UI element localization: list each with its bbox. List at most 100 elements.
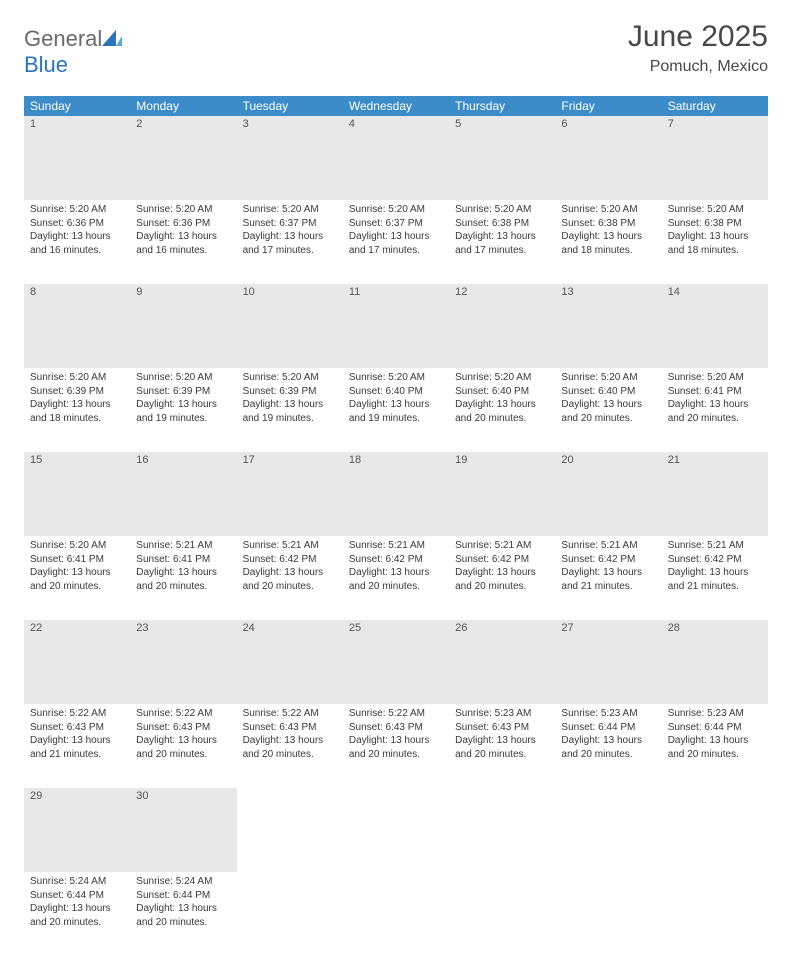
day-number: 3 bbox=[237, 116, 343, 132]
daylight-text-2: and 18 minutes. bbox=[30, 412, 124, 426]
day-number-cell: 27 bbox=[555, 620, 661, 704]
daylight-text-1: Daylight: 13 hours bbox=[30, 230, 124, 244]
day-content-cell: Sunrise: 5:20 AMSunset: 6:36 PMDaylight:… bbox=[130, 200, 236, 284]
day-content-cell: Sunrise: 5:20 AMSunset: 6:37 PMDaylight:… bbox=[237, 200, 343, 284]
daylight-text-2: and 20 minutes. bbox=[136, 748, 230, 762]
logo-mark-icon bbox=[102, 30, 122, 46]
sunset-text: Sunset: 6:37 PM bbox=[349, 217, 443, 231]
daylight-text-1: Daylight: 13 hours bbox=[243, 398, 337, 412]
day-number-cell: 10 bbox=[237, 284, 343, 368]
day-content-cell: Sunrise: 5:21 AMSunset: 6:42 PMDaylight:… bbox=[237, 536, 343, 620]
day-cell: Sunrise: 5:20 AMSunset: 6:38 PMDaylight:… bbox=[555, 200, 661, 265]
sunset-text: Sunset: 6:38 PM bbox=[668, 217, 762, 231]
month-title: June 2025 bbox=[628, 20, 768, 54]
sunrise-text: Sunrise: 5:20 AM bbox=[349, 371, 443, 385]
sunset-text: Sunset: 6:39 PM bbox=[136, 385, 230, 399]
day-number-cell: 24 bbox=[237, 620, 343, 704]
sunrise-text: Sunrise: 5:20 AM bbox=[30, 203, 124, 217]
day-content-cell: Sunrise: 5:20 AMSunset: 6:40 PMDaylight:… bbox=[343, 368, 449, 452]
day-number: 26 bbox=[449, 620, 555, 636]
day-content-cell: Sunrise: 5:23 AMSunset: 6:43 PMDaylight:… bbox=[449, 704, 555, 788]
sunset-text: Sunset: 6:40 PM bbox=[561, 385, 655, 399]
day-cell: Sunrise: 5:20 AMSunset: 6:37 PMDaylight:… bbox=[237, 200, 343, 265]
sunrise-text: Sunrise: 5:21 AM bbox=[561, 539, 655, 553]
day-cell: Sunrise: 5:21 AMSunset: 6:41 PMDaylight:… bbox=[130, 536, 236, 601]
sunset-text: Sunset: 6:43 PM bbox=[30, 721, 124, 735]
sunrise-text: Sunrise: 5:24 AM bbox=[136, 875, 230, 889]
daylight-text-2: and 20 minutes. bbox=[136, 916, 230, 930]
calendar-body: 1234567Sunrise: 5:20 AMSunset: 6:36 PMDa… bbox=[24, 116, 768, 956]
day-number: 28 bbox=[662, 620, 768, 636]
day-content-cell bbox=[555, 872, 661, 956]
day-number: 13 bbox=[555, 284, 661, 300]
day-content-cell bbox=[662, 872, 768, 956]
day-cell: Sunrise: 5:20 AMSunset: 6:40 PMDaylight:… bbox=[449, 368, 555, 433]
day-number: 20 bbox=[555, 452, 661, 468]
sunrise-text: Sunrise: 5:23 AM bbox=[561, 707, 655, 721]
sunrise-text: Sunrise: 5:22 AM bbox=[30, 707, 124, 721]
sunrise-text: Sunrise: 5:20 AM bbox=[561, 203, 655, 217]
day-content-cell: Sunrise: 5:23 AMSunset: 6:44 PMDaylight:… bbox=[555, 704, 661, 788]
day-content-cell: Sunrise: 5:20 AMSunset: 6:38 PMDaylight:… bbox=[449, 200, 555, 284]
daylight-text-1: Daylight: 13 hours bbox=[668, 230, 762, 244]
daylight-text-1: Daylight: 13 hours bbox=[349, 230, 443, 244]
day-number-cell bbox=[662, 788, 768, 872]
daylight-text-2: and 17 minutes. bbox=[455, 244, 549, 258]
weekday-header: Tuesday bbox=[237, 96, 343, 116]
day-cell: Sunrise: 5:20 AMSunset: 6:38 PMDaylight:… bbox=[449, 200, 555, 265]
sunset-text: Sunset: 6:40 PM bbox=[455, 385, 549, 399]
daylight-text-1: Daylight: 13 hours bbox=[243, 230, 337, 244]
logo-word-general: General bbox=[24, 26, 102, 51]
daylight-text-2: and 20 minutes. bbox=[349, 748, 443, 762]
day-cell: Sunrise: 5:20 AMSunset: 6:38 PMDaylight:… bbox=[662, 200, 768, 265]
day-number: 22 bbox=[24, 620, 130, 636]
sunset-text: Sunset: 6:43 PM bbox=[349, 721, 443, 735]
daylight-text-2: and 17 minutes. bbox=[349, 244, 443, 258]
day-content-cell: Sunrise: 5:21 AMSunset: 6:42 PMDaylight:… bbox=[555, 536, 661, 620]
day-content-cell bbox=[237, 872, 343, 956]
sunset-text: Sunset: 6:44 PM bbox=[668, 721, 762, 735]
day-cell: Sunrise: 5:21 AMSunset: 6:42 PMDaylight:… bbox=[449, 536, 555, 601]
daylight-text-1: Daylight: 13 hours bbox=[243, 734, 337, 748]
daylight-text-1: Daylight: 13 hours bbox=[668, 734, 762, 748]
day-number-cell: 11 bbox=[343, 284, 449, 368]
sunset-text: Sunset: 6:41 PM bbox=[30, 553, 124, 567]
sunset-text: Sunset: 6:43 PM bbox=[455, 721, 549, 735]
day-content-cell: Sunrise: 5:22 AMSunset: 6:43 PMDaylight:… bbox=[24, 704, 130, 788]
day-number: 2 bbox=[130, 116, 236, 132]
day-content-cell: Sunrise: 5:24 AMSunset: 6:44 PMDaylight:… bbox=[130, 872, 236, 956]
daylight-text-2: and 20 minutes. bbox=[30, 580, 124, 594]
day-number-cell: 15 bbox=[24, 452, 130, 536]
sunrise-text: Sunrise: 5:20 AM bbox=[668, 203, 762, 217]
day-number: 12 bbox=[449, 284, 555, 300]
day-cell: Sunrise: 5:22 AMSunset: 6:43 PMDaylight:… bbox=[343, 704, 449, 769]
sunrise-text: Sunrise: 5:20 AM bbox=[349, 203, 443, 217]
day-content-cell: Sunrise: 5:21 AMSunset: 6:42 PMDaylight:… bbox=[449, 536, 555, 620]
day-number-cell: 29 bbox=[24, 788, 130, 872]
daylight-text-2: and 19 minutes. bbox=[349, 412, 443, 426]
sunrise-text: Sunrise: 5:20 AM bbox=[455, 203, 549, 217]
day-number: 5 bbox=[449, 116, 555, 132]
page-header: General Blue June 2025 Pomuch, Mexico bbox=[24, 20, 768, 78]
daylight-text-1: Daylight: 13 hours bbox=[455, 230, 549, 244]
daylight-text-1: Daylight: 13 hours bbox=[455, 566, 549, 580]
day-number-cell: 19 bbox=[449, 452, 555, 536]
day-number-cell: 14 bbox=[662, 284, 768, 368]
day-number-cell: 9 bbox=[130, 284, 236, 368]
day-content-cell: Sunrise: 5:20 AMSunset: 6:40 PMDaylight:… bbox=[449, 368, 555, 452]
sunset-text: Sunset: 6:36 PM bbox=[136, 217, 230, 231]
day-number-cell: 23 bbox=[130, 620, 236, 704]
day-number-cell: 28 bbox=[662, 620, 768, 704]
daylight-text-1: Daylight: 13 hours bbox=[561, 734, 655, 748]
day-number-cell: 2 bbox=[130, 116, 236, 200]
sunrise-text: Sunrise: 5:21 AM bbox=[455, 539, 549, 553]
daylight-text-2: and 16 minutes. bbox=[136, 244, 230, 258]
day-number-cell: 16 bbox=[130, 452, 236, 536]
day-number: 4 bbox=[343, 116, 449, 132]
day-content-cell bbox=[449, 872, 555, 956]
day-cell: Sunrise: 5:20 AMSunset: 6:36 PMDaylight:… bbox=[24, 200, 130, 265]
daylight-text-1: Daylight: 13 hours bbox=[243, 566, 337, 580]
sunrise-text: Sunrise: 5:22 AM bbox=[243, 707, 337, 721]
day-cell: Sunrise: 5:20 AMSunset: 6:40 PMDaylight:… bbox=[555, 368, 661, 433]
day-content-cell: Sunrise: 5:20 AMSunset: 6:39 PMDaylight:… bbox=[24, 368, 130, 452]
